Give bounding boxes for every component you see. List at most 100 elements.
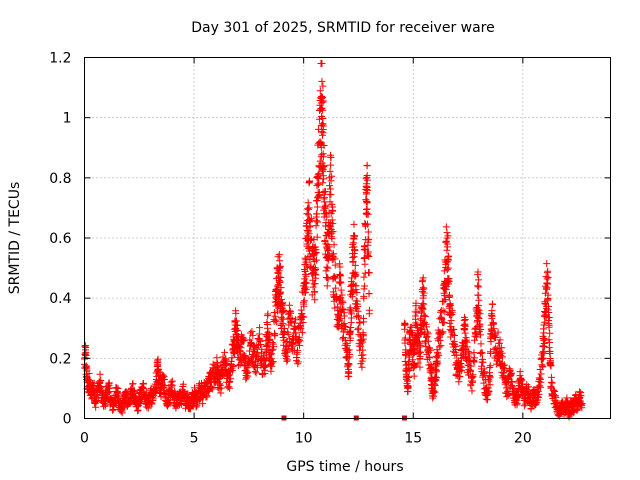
data-point bbox=[306, 177, 314, 185]
data-point bbox=[440, 297, 448, 305]
data-point bbox=[309, 283, 317, 291]
data-point bbox=[518, 376, 526, 384]
y-tick-label: 0 bbox=[63, 412, 72, 428]
data-point bbox=[329, 220, 337, 228]
data-point bbox=[353, 288, 361, 296]
data-point bbox=[361, 260, 369, 268]
data-point bbox=[450, 325, 458, 333]
data-point bbox=[545, 314, 553, 322]
data-point bbox=[443, 246, 451, 254]
data-point bbox=[297, 325, 305, 333]
data-point bbox=[548, 379, 556, 387]
data-point bbox=[548, 373, 556, 381]
data-point bbox=[320, 175, 328, 183]
data-point bbox=[223, 360, 231, 368]
data-point bbox=[302, 288, 310, 296]
data-point bbox=[296, 337, 304, 345]
data-point bbox=[271, 331, 279, 339]
data-point bbox=[313, 182, 321, 190]
data-point bbox=[457, 360, 465, 368]
data-point bbox=[302, 260, 310, 268]
data-point bbox=[252, 369, 260, 377]
data-point bbox=[338, 305, 346, 313]
data-point bbox=[439, 328, 447, 336]
data-point bbox=[320, 161, 328, 169]
x-tick-label: 20 bbox=[514, 431, 532, 447]
data-point bbox=[326, 167, 334, 175]
data-point bbox=[318, 77, 326, 85]
data-point bbox=[423, 323, 431, 331]
data-point bbox=[443, 266, 451, 274]
data-point bbox=[477, 326, 485, 334]
data-point bbox=[365, 269, 373, 277]
data-point bbox=[416, 363, 424, 371]
data-point bbox=[319, 106, 327, 114]
data-point bbox=[224, 383, 232, 391]
data-point bbox=[494, 328, 502, 336]
data-point bbox=[461, 329, 469, 337]
data-point bbox=[416, 341, 424, 349]
data-point bbox=[256, 341, 264, 348]
data-point bbox=[364, 210, 372, 218]
data-point bbox=[363, 205, 371, 213]
data-point bbox=[276, 263, 284, 271]
data-point bbox=[361, 282, 369, 290]
y-tick-label: 1 bbox=[63, 111, 72, 127]
data-point bbox=[539, 363, 547, 371]
data-point bbox=[482, 395, 490, 403]
data-point bbox=[318, 151, 326, 159]
data-point bbox=[294, 346, 302, 354]
data-point bbox=[457, 354, 465, 362]
data-point bbox=[416, 348, 424, 356]
data-point bbox=[358, 363, 366, 371]
data-point bbox=[277, 274, 285, 282]
data-point bbox=[468, 387, 476, 395]
data-point bbox=[85, 370, 93, 378]
data-point bbox=[349, 287, 357, 295]
data-point bbox=[488, 312, 496, 320]
data-point bbox=[434, 350, 442, 358]
data-point bbox=[410, 372, 418, 380]
data-point bbox=[354, 326, 362, 334]
data-point bbox=[283, 357, 291, 365]
data-point bbox=[469, 373, 477, 381]
data-point bbox=[503, 379, 511, 387]
data-point bbox=[439, 307, 447, 315]
data-point bbox=[323, 282, 331, 290]
data-point bbox=[311, 288, 319, 296]
y-tick-label: 0.4 bbox=[49, 291, 71, 307]
y-tick-label: 0.8 bbox=[49, 171, 71, 187]
data-point bbox=[474, 291, 482, 299]
data-point bbox=[472, 329, 480, 337]
data-point bbox=[486, 364, 494, 372]
data-point bbox=[321, 188, 329, 196]
data-point bbox=[276, 278, 284, 286]
data-point bbox=[545, 321, 553, 329]
data-point bbox=[323, 274, 331, 282]
data-point bbox=[348, 310, 356, 318]
data-point bbox=[422, 333, 430, 341]
data-point bbox=[327, 161, 335, 169]
data-point bbox=[327, 177, 335, 185]
data-point bbox=[539, 348, 547, 356]
data-point bbox=[470, 354, 478, 362]
data-point bbox=[319, 153, 327, 161]
data-point bbox=[330, 273, 338, 281]
data-point bbox=[444, 264, 452, 272]
data-point bbox=[326, 182, 334, 190]
data-point bbox=[333, 303, 341, 311]
data-point bbox=[268, 362, 276, 370]
data-point bbox=[461, 322, 469, 330]
data-point bbox=[430, 387, 438, 395]
data-point bbox=[441, 296, 449, 304]
data-point bbox=[340, 312, 348, 320]
data-point bbox=[328, 172, 336, 180]
data-point bbox=[336, 314, 344, 322]
data-point bbox=[328, 235, 336, 243]
data-point bbox=[421, 319, 429, 327]
data-point bbox=[302, 272, 310, 280]
data-point bbox=[505, 387, 513, 395]
data-point bbox=[261, 370, 269, 378]
data-point bbox=[331, 255, 339, 263]
data-point bbox=[431, 388, 439, 396]
